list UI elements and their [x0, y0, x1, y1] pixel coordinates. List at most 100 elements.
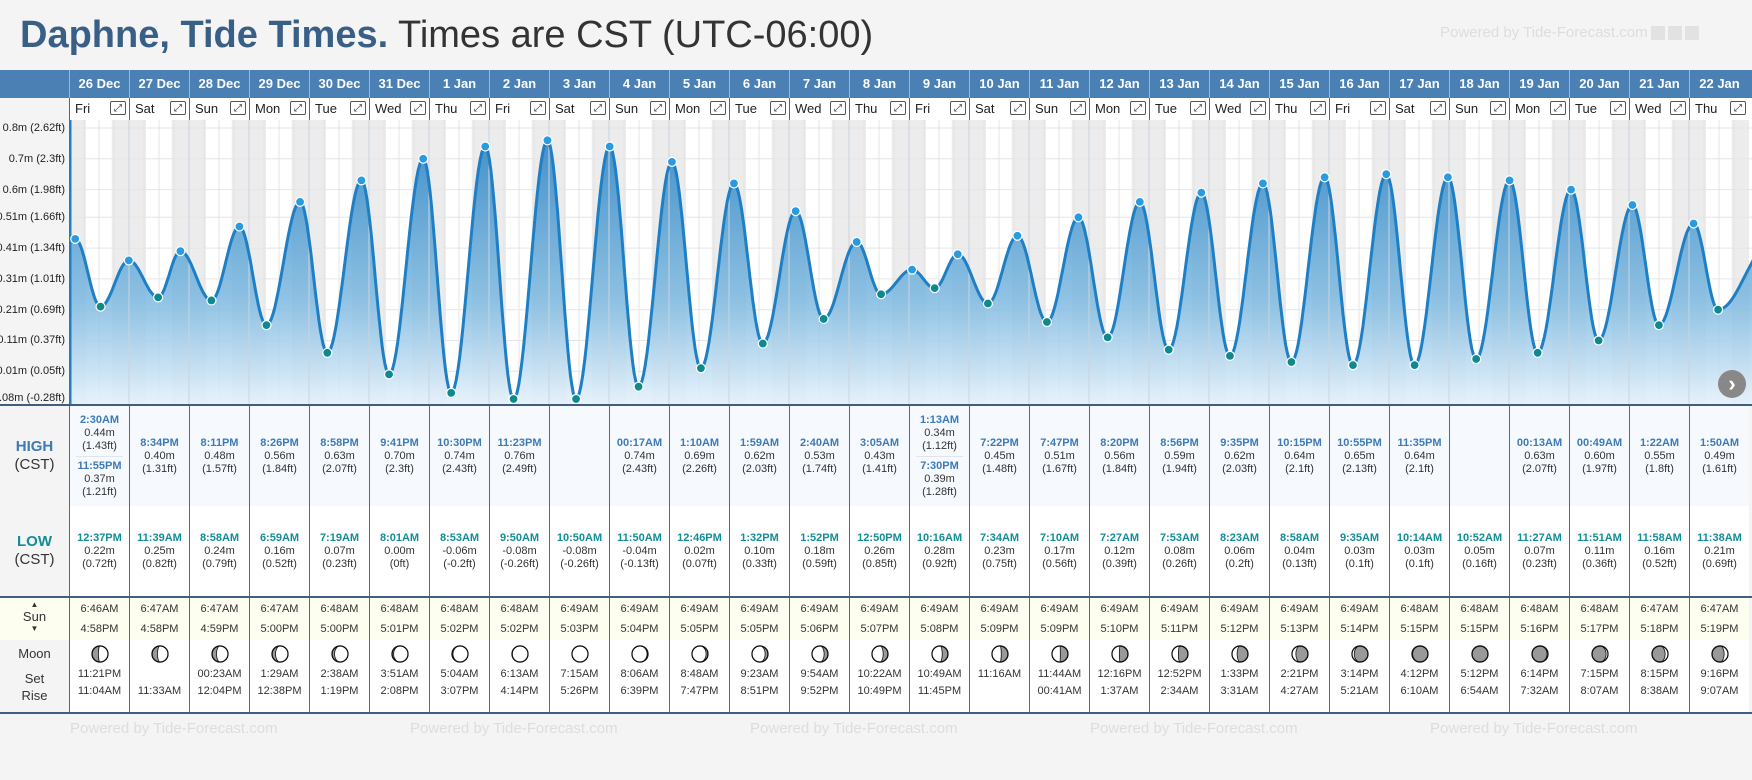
- low-tide-point: [1347, 360, 1359, 371]
- expand-icon[interactable]: ⤢: [230, 101, 246, 115]
- high-tide-point: [1073, 212, 1084, 223]
- sunrise-time: 6:49AM: [560, 603, 599, 615]
- expand-icon[interactable]: ⤢: [1490, 101, 1506, 115]
- expand-icon[interactable]: ⤢: [590, 101, 606, 115]
- high-tide-entry: 9:35PM 0.62m (2.03ft): [1210, 437, 1269, 476]
- weekday-cell: Wed ⤢: [1629, 98, 1689, 120]
- low-tide-entry: 8:58AM 0.04m (0.13ft): [1270, 532, 1329, 571]
- expand-icon[interactable]: ⤢: [1130, 101, 1146, 115]
- powered-by-footer-5[interactable]: Powered by Tide-Forecast.com: [1430, 720, 1638, 738]
- expand-icon[interactable]: ⤢: [1370, 101, 1386, 115]
- expand-icon[interactable]: ⤢: [350, 101, 366, 115]
- powered-by-footer-2[interactable]: Powered by Tide-Forecast.com: [410, 720, 618, 738]
- expand-icon[interactable]: ⤢: [1550, 101, 1566, 115]
- sun-times-cell: 6:49AM 5:05PM: [669, 598, 729, 640]
- expand-icon[interactable]: ⤢: [1730, 101, 1746, 115]
- high-tide-cell: 10:15PM 0.64m (2.1ft): [1269, 406, 1329, 506]
- tide-height-m: 0.51m: [1044, 449, 1075, 462]
- weekday-label: Wed: [375, 101, 402, 116]
- weekday-cell: Sat ⤢: [129, 98, 189, 120]
- sun-times-cell: 6:47AM 5:19PM: [1689, 598, 1749, 640]
- moon-phase-icon: [870, 645, 889, 663]
- powered-by-footer-1[interactable]: Powered by Tide-Forecast.com: [70, 720, 278, 738]
- low-tide-entry: 7:27AM 0.12m (0.39ft): [1090, 532, 1149, 571]
- low-tide-entry: 11:50AM -0.04m (-0.13ft): [610, 532, 669, 571]
- low-tide-point: [982, 298, 994, 309]
- low-tide-entry: 12:50PM 0.26m (0.85ft): [850, 532, 909, 571]
- expand-icon[interactable]: ⤢: [770, 101, 786, 115]
- moonset-time: [130, 666, 189, 683]
- expand-icon[interactable]: ⤢: [170, 101, 186, 115]
- weekday-cell: Mon ⤢: [1509, 98, 1569, 120]
- expand-icon[interactable]: ⤢: [1070, 101, 1086, 115]
- tide-height-ft: (1.84ft): [262, 462, 297, 475]
- weekday-cell: Sat ⤢: [1389, 98, 1449, 120]
- expand-icon[interactable]: ⤢: [650, 101, 666, 115]
- moonset-time: 10:22AM: [857, 668, 902, 680]
- expand-icon[interactable]: ⤢: [530, 101, 546, 115]
- low-tide-entry: 7:19AM 0.07m (0.23ft): [310, 532, 369, 571]
- tide-height-ft: (0.85ft): [862, 557, 897, 570]
- expand-icon[interactable]: ⤢: [1430, 101, 1446, 115]
- tide-height-ft: (0.23ft): [1522, 557, 1557, 570]
- sun-times-cell: 6:49AM 5:11PM: [1149, 598, 1209, 640]
- expand-icon[interactable]: ⤢: [1190, 101, 1206, 115]
- sun-times-cell: 6:49AM 5:05PM: [729, 598, 789, 640]
- expand-icon[interactable]: ⤢: [1250, 101, 1266, 115]
- expand-icon[interactable]: ⤢: [470, 101, 486, 115]
- high-tide-entry: 8:56PM 0.59m (1.94ft): [1150, 437, 1209, 476]
- moonrise-label: Rise: [21, 688, 48, 703]
- tide-logo-icon: [1650, 26, 1665, 41]
- tide-time: 3:05AM: [859, 436, 900, 449]
- expand-icon[interactable]: ⤢: [110, 101, 126, 115]
- moon-cell: 11:33AM: [129, 640, 189, 712]
- expand-icon[interactable]: ⤢: [290, 101, 306, 115]
- high-tide-entry: 1:59AM 0.62m (2.03ft): [730, 437, 789, 476]
- tide-height-m: 0.23m: [984, 544, 1015, 557]
- expand-icon[interactable]: ⤢: [950, 101, 966, 115]
- high-tide-point: [906, 264, 918, 275]
- tide-height-m: 0.64m: [1284, 449, 1315, 462]
- tide-height-ft: (1.8ft): [1645, 462, 1674, 475]
- tide-time: 7:47PM: [1040, 436, 1079, 449]
- moonset-time: 9:54AM: [800, 668, 839, 680]
- weekday-label: Sat: [135, 101, 155, 116]
- sun-times-cell: 6:49AM 5:07PM: [849, 598, 909, 640]
- weekday-cell: Sat ⤢: [969, 98, 1029, 120]
- sunrise-time: 6:48AM: [1520, 603, 1559, 615]
- high-tide-entry: 10:55PM 0.65m (2.13ft): [1330, 437, 1389, 476]
- date-header-cell: 11 Jan: [1029, 70, 1089, 98]
- powered-by-footer-4[interactable]: Powered by Tide-Forecast.com: [1090, 720, 1298, 738]
- high-tide-entry: 11:23PM 0.76m (2.49ft): [490, 437, 549, 476]
- expand-icon[interactable]: ⤢: [410, 101, 426, 115]
- next-button[interactable]: ›: [1718, 370, 1746, 398]
- high-tide-point: [542, 135, 553, 146]
- tide-height-ft: (0.07ft): [682, 557, 717, 570]
- tide-height-m: 0.25m: [144, 544, 175, 557]
- low-tide-entry: 7:10AM 0.17m (0.56ft): [1030, 532, 1089, 571]
- sunrise-time: 6:49AM: [1040, 603, 1079, 615]
- expand-icon[interactable]: ⤢: [1670, 101, 1686, 115]
- date-header-cell: 28 Dec: [189, 70, 249, 98]
- moon-cell: 3:51AM 2:08PM: [369, 640, 429, 712]
- expand-icon[interactable]: ⤢: [1610, 101, 1626, 115]
- expand-icon[interactable]: ⤢: [890, 101, 906, 115]
- tide-height-m: 0.06m: [1224, 544, 1255, 557]
- tide-time: 11:51AM: [1577, 531, 1622, 544]
- powered-by-top[interactable]: Powered by Tide-Forecast.com: [1440, 24, 1699, 42]
- expand-icon[interactable]: ⤢: [710, 101, 726, 115]
- high-tide-entry: 1:10AM 0.69m (2.26ft): [670, 437, 729, 476]
- moon-cell: 8:48AM 7:47PM: [669, 640, 729, 712]
- sunrise-time: 6:49AM: [1340, 603, 1379, 615]
- low-tide-entry: 9:50AM -0.08m (-0.26ft): [490, 532, 549, 571]
- tide-time: 00:13AM: [1516, 436, 1563, 449]
- moon-cell: 10:22AM 10:49PM: [849, 640, 909, 712]
- high-tide-cell: 7:47PM 0.51m (1.67ft): [1029, 406, 1089, 506]
- expand-icon[interactable]: ⤢: [830, 101, 846, 115]
- tide-height-ft: (2.3ft): [385, 462, 414, 475]
- expand-icon[interactable]: ⤢: [1010, 101, 1026, 115]
- powered-by-footer-3[interactable]: Powered by Tide-Forecast.com: [750, 720, 958, 738]
- tide-height-m: 0.34m: [924, 426, 955, 439]
- expand-icon[interactable]: ⤢: [1310, 101, 1326, 115]
- moon-cell: 6:13AM 4:14PM: [489, 640, 549, 712]
